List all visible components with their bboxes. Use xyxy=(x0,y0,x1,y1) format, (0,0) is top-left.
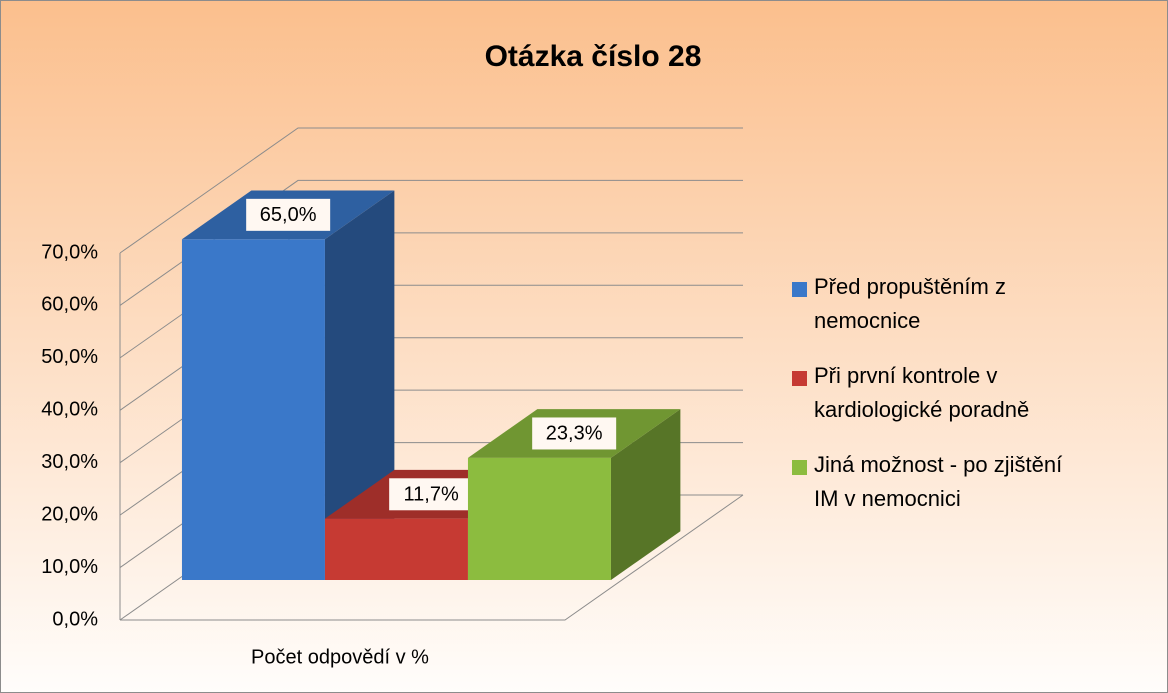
floor-edge xyxy=(120,494,744,621)
y-tick-label: 0,0% xyxy=(52,608,98,630)
data-label-box xyxy=(532,417,617,450)
legend-swatch xyxy=(792,282,807,297)
y-tick-label: 50,0% xyxy=(41,346,98,368)
grid-line xyxy=(119,179,743,306)
legend-label: Před propuštěním z nemocnice xyxy=(814,274,1006,333)
x-tick-label: Počet odpovědí v % xyxy=(251,646,429,668)
legend-label: Při první kontrole v kardiologické porad… xyxy=(814,363,1030,422)
data-label-box xyxy=(389,478,474,511)
y-tick-label: 20,0% xyxy=(41,503,98,525)
data-label: 23,3% xyxy=(546,423,603,445)
legend-entry: Před propuštěním z nemocnice xyxy=(814,274,1006,333)
legend-swatch xyxy=(792,371,807,386)
bar-front xyxy=(181,239,325,580)
grid-line xyxy=(119,127,743,254)
data-label: 11,7% xyxy=(404,484,459,506)
y-tick-label: 10,0% xyxy=(41,556,98,578)
bar-front xyxy=(324,518,468,580)
legend-entry: Jiná možnost - po zjištění IM v nemocnic… xyxy=(814,452,1063,511)
data-label: 65,0% xyxy=(260,204,317,226)
y-tick-label: 30,0% xyxy=(41,451,98,473)
legend-label: Jiná možnost - po zjištění IM v nemocnic… xyxy=(814,452,1063,511)
y-tick-label: 40,0% xyxy=(41,399,98,421)
chart-title: Otázka číslo 28 xyxy=(485,40,702,73)
y-tick-label: 60,0% xyxy=(41,294,98,316)
y-tick-label: 70,0% xyxy=(41,241,98,263)
data-label-box xyxy=(246,198,331,231)
legend-entry: Při první kontrole v kardiologické porad… xyxy=(814,363,1030,422)
bar-front xyxy=(467,457,611,580)
bar-side xyxy=(610,409,681,580)
legend-swatch xyxy=(792,460,807,475)
